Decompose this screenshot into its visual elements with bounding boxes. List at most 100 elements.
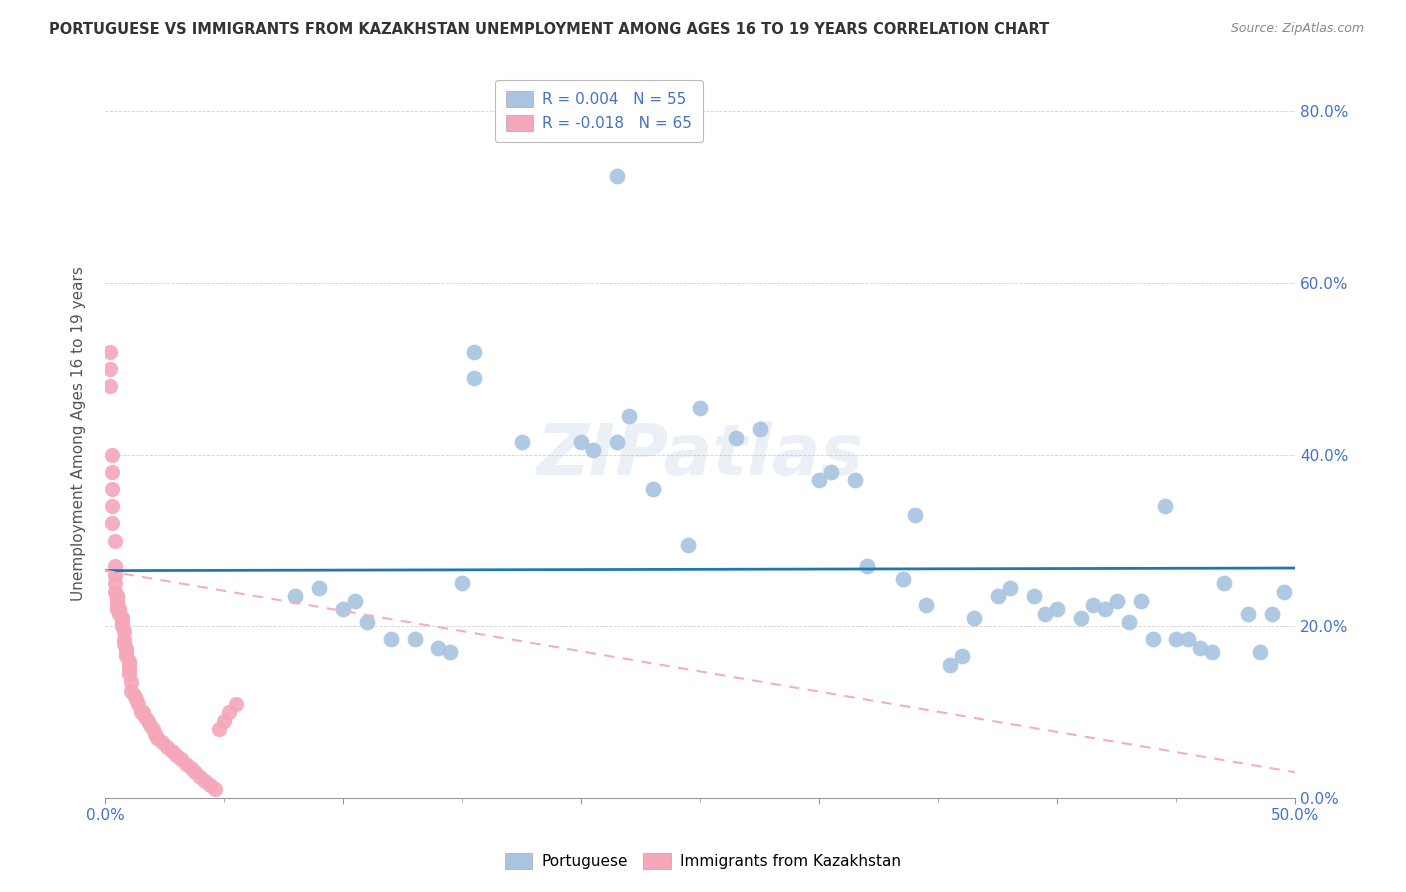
- Point: [617, 409, 640, 424]
- Point: [724, 431, 747, 445]
- Point: [103, 568, 125, 582]
- Point: [204, 782, 226, 797]
- Point: [582, 443, 605, 458]
- Point: [1105, 593, 1128, 607]
- Y-axis label: Unemployment Among Ages 16 to 19 years: Unemployment Among Ages 16 to 19 years: [72, 266, 86, 600]
- Legend: Portuguese, Immigrants from Kazakhstan: Portuguese, Immigrants from Kazakhstan: [499, 847, 907, 875]
- Point: [125, 692, 148, 706]
- Point: [98, 362, 121, 376]
- Text: PORTUGUESE VS IMMIGRANTS FROM KAZAKHSTAN UNEMPLOYMENT AMONG AGES 16 TO 19 YEARS : PORTUGUESE VS IMMIGRANTS FROM KAZAKHSTAN…: [49, 22, 1049, 37]
- Point: [118, 662, 141, 676]
- Point: [112, 636, 135, 650]
- Point: [118, 654, 141, 668]
- Point: [689, 401, 711, 415]
- Point: [820, 465, 842, 479]
- Point: [1213, 576, 1236, 591]
- Point: [404, 632, 426, 647]
- Point: [208, 723, 231, 737]
- Point: [212, 714, 235, 728]
- Point: [950, 649, 973, 664]
- Point: [198, 778, 221, 792]
- Point: [987, 590, 1010, 604]
- Point: [108, 602, 131, 616]
- Point: [134, 709, 156, 723]
- Point: [146, 731, 169, 745]
- Point: [308, 581, 330, 595]
- Point: [510, 434, 533, 449]
- Point: [463, 344, 485, 359]
- Point: [1081, 598, 1104, 612]
- Point: [356, 615, 378, 629]
- Point: [103, 533, 125, 548]
- Point: [103, 585, 125, 599]
- Point: [101, 482, 124, 496]
- Point: [165, 748, 187, 763]
- Point: [105, 593, 128, 607]
- Point: [1201, 645, 1223, 659]
- Point: [115, 649, 138, 664]
- Point: [174, 756, 197, 771]
- Point: [105, 593, 128, 607]
- Point: [136, 714, 159, 728]
- Point: [105, 590, 128, 604]
- Point: [150, 735, 173, 749]
- Text: Source: ZipAtlas.com: Source: ZipAtlas.com: [1230, 22, 1364, 36]
- Point: [101, 516, 124, 531]
- Point: [101, 500, 124, 514]
- Point: [143, 727, 166, 741]
- Point: [111, 615, 134, 629]
- Point: [111, 611, 134, 625]
- Point: [112, 624, 135, 638]
- Point: [1249, 645, 1271, 659]
- Point: [606, 434, 628, 449]
- Point: [129, 705, 152, 719]
- Point: [1129, 593, 1152, 607]
- Point: [184, 765, 207, 780]
- Point: [139, 718, 162, 732]
- Point: [120, 683, 142, 698]
- Point: [103, 576, 125, 591]
- Point: [856, 559, 879, 574]
- Point: [105, 590, 128, 604]
- Point: [1046, 602, 1069, 616]
- Point: [343, 593, 366, 607]
- Point: [439, 645, 461, 659]
- Point: [170, 752, 193, 766]
- Point: [160, 744, 183, 758]
- Point: [1260, 607, 1282, 621]
- Point: [225, 697, 247, 711]
- Point: [380, 632, 402, 647]
- Point: [427, 640, 450, 655]
- Point: [1094, 602, 1116, 616]
- Point: [915, 598, 938, 612]
- Point: [1166, 632, 1188, 647]
- Point: [606, 169, 628, 183]
- Point: [1022, 590, 1045, 604]
- Point: [284, 590, 307, 604]
- Point: [569, 434, 592, 449]
- Point: [156, 739, 179, 754]
- Point: [963, 611, 986, 625]
- Point: [132, 705, 155, 719]
- Point: [188, 770, 211, 784]
- Point: [112, 632, 135, 647]
- Point: [115, 640, 138, 655]
- Text: ZIPatlas: ZIPatlas: [537, 421, 863, 490]
- Point: [218, 705, 240, 719]
- Point: [1153, 500, 1175, 514]
- Point: [180, 761, 202, 775]
- Point: [1118, 615, 1140, 629]
- Point: [1142, 632, 1164, 647]
- Point: [105, 602, 128, 616]
- Legend: R = 0.004   N = 55, R = -0.018   N = 65: R = 0.004 N = 55, R = -0.018 N = 65: [495, 79, 703, 142]
- Point: [332, 602, 354, 616]
- Point: [1272, 585, 1295, 599]
- Point: [118, 666, 141, 681]
- Point: [844, 474, 866, 488]
- Point: [451, 576, 474, 591]
- Point: [122, 688, 145, 702]
- Point: [1035, 607, 1057, 621]
- Point: [939, 658, 962, 673]
- Point: [808, 474, 831, 488]
- Point: [115, 645, 138, 659]
